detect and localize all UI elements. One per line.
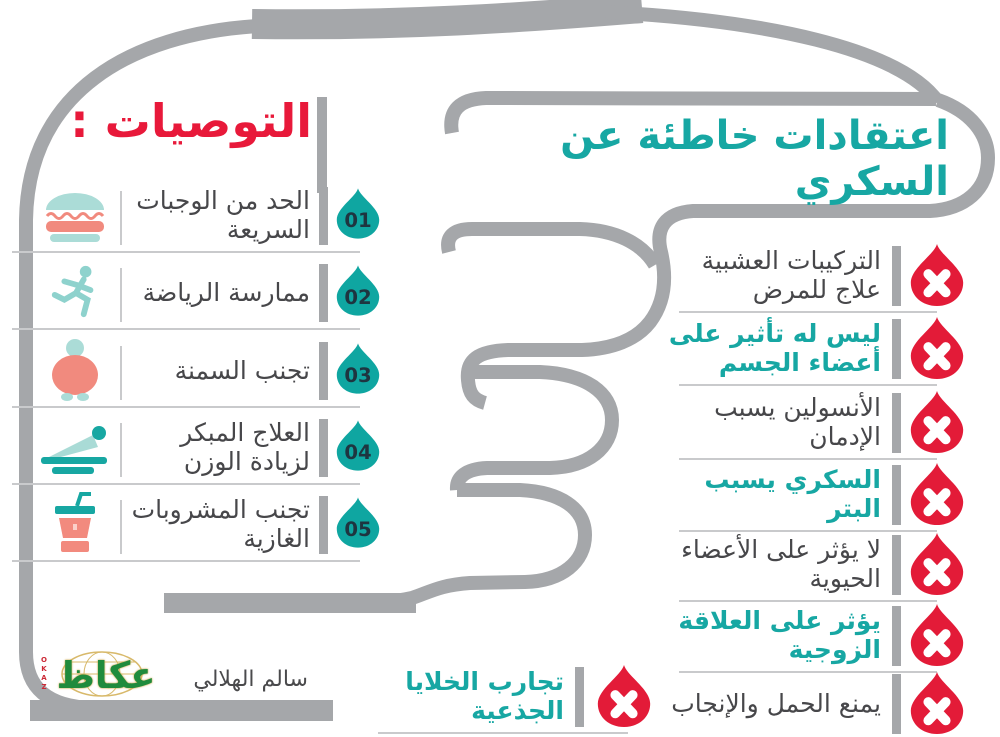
misconception-label: الأنسولين يسبب الإدمان	[714, 393, 881, 451]
treatment-bed-icon	[32, 415, 118, 479]
logo-latin-text: OKAZ	[40, 656, 48, 692]
step-number: 01	[344, 209, 371, 232]
step-number: 04	[344, 441, 371, 464]
row-accent-bar	[319, 187, 328, 245]
misconception-row: السكري يسبب البتر	[663, 460, 965, 532]
page-title: اعتقادات خاطئة عن السكري	[560, 113, 949, 205]
row-accent-bar	[892, 465, 901, 525]
divider-line	[120, 500, 122, 554]
recommendation-label: العلاج المبكر لزيادة الوزن	[180, 418, 310, 476]
recommendation-label: الحد من الوجبات السريعة	[136, 186, 310, 244]
logo-arabic-text: عكاظ	[56, 654, 156, 697]
obesity-icon	[32, 338, 118, 402]
wrong-drop-icon	[910, 603, 964, 667]
row-accent-bar	[892, 606, 901, 666]
number-drop: 03	[336, 343, 380, 394]
recommendation-row: ممارسة الرياضة 02	[12, 260, 380, 330]
wrong-drop-icon	[910, 462, 964, 526]
soda-cup-icon	[32, 492, 118, 556]
wrong-drop-icon	[910, 243, 964, 307]
number-drop: 02	[336, 265, 380, 316]
row-accent-bar	[892, 674, 901, 734]
recommendation-row: الحد من الوجبات السريعة 01	[12, 183, 380, 253]
runner-icon	[32, 260, 118, 324]
number-drop: 01	[336, 188, 380, 239]
wrong-drop-icon	[910, 316, 964, 380]
divider-line	[120, 346, 122, 400]
row-accent-bar	[319, 342, 328, 400]
misconception-row: التركيبات العشبية علاج للمرض	[663, 241, 965, 313]
divider-line	[120, 191, 122, 245]
step-number: 02	[344, 286, 371, 309]
author-credit: سالم الهلالي	[193, 667, 308, 692]
wrong-drop-icon	[910, 390, 964, 454]
misconception-label: لا يؤثر على الأعضاء الحيوية	[681, 535, 881, 593]
misconception-row: لا يؤثر على الأعضاء الحيوية	[663, 530, 965, 602]
recommendation-row: تجنب المشروبات الغازية 05	[12, 492, 380, 562]
wrong-drop-icon	[910, 532, 964, 596]
wrong-drop-icon	[597, 664, 651, 728]
step-number: 03	[344, 364, 371, 387]
recommendations-title: التوصيات :	[70, 94, 312, 148]
number-drop: 05	[336, 497, 380, 548]
row-accent-bar	[892, 319, 901, 379]
number-drop: 04	[336, 420, 380, 471]
misconception-label: ليس له تأثير على أعضاء الجسم	[668, 319, 881, 377]
row-accent-bar	[892, 535, 901, 595]
step-number: 05	[344, 518, 371, 541]
row-accent-bar	[319, 496, 328, 554]
misconception-label: السكري يسبب البتر	[704, 465, 881, 523]
row-accent-bar	[319, 419, 328, 477]
logo-globe-graphic	[61, 651, 143, 697]
recommendation-row: تجنب السمنة 03	[12, 338, 380, 408]
recommendations-title-bar	[317, 97, 327, 193]
misconception-row: يمنع الحمل والإنجاب	[663, 669, 965, 737]
misconception-row: ليس له تأثير على أعضاء الجسم	[663, 314, 965, 386]
wrong-drop-icon	[910, 671, 964, 735]
row-accent-bar	[319, 264, 328, 322]
recommendation-label: تجنب المشروبات الغازية	[131, 495, 310, 553]
row-accent-bar	[892, 393, 901, 453]
misconception-row: الأنسولين يسبب الإدمان	[663, 388, 965, 460]
recommendation-row: العلاج المبكر لزيادة الوزن 04	[12, 415, 380, 485]
divider-line	[120, 268, 122, 322]
row-accent-bar	[575, 667, 584, 727]
misconception-label: يمنع الحمل والإنجاب	[671, 688, 881, 718]
stem-cell-row: تجارب الخلايا الجذعية	[378, 662, 652, 734]
stem-cell-label: تجارب الخلايا الجذعية	[405, 667, 564, 725]
recommendation-label: تجنب السمنة	[174, 355, 310, 385]
misconception-label: التركيبات العشبية علاج للمرض	[701, 246, 881, 304]
misconception-row: يؤثر على العلاقة الزوجية	[663, 601, 965, 673]
misconception-label: يؤثر على العلاقة الزوجية	[678, 606, 881, 664]
recommendation-label: ممارسة الرياضة	[142, 277, 310, 307]
divider-line	[120, 423, 122, 477]
row-accent-bar	[892, 246, 901, 306]
okaz-logo: OKAZ عكاظ	[36, 648, 160, 704]
burger-icon	[32, 183, 118, 247]
